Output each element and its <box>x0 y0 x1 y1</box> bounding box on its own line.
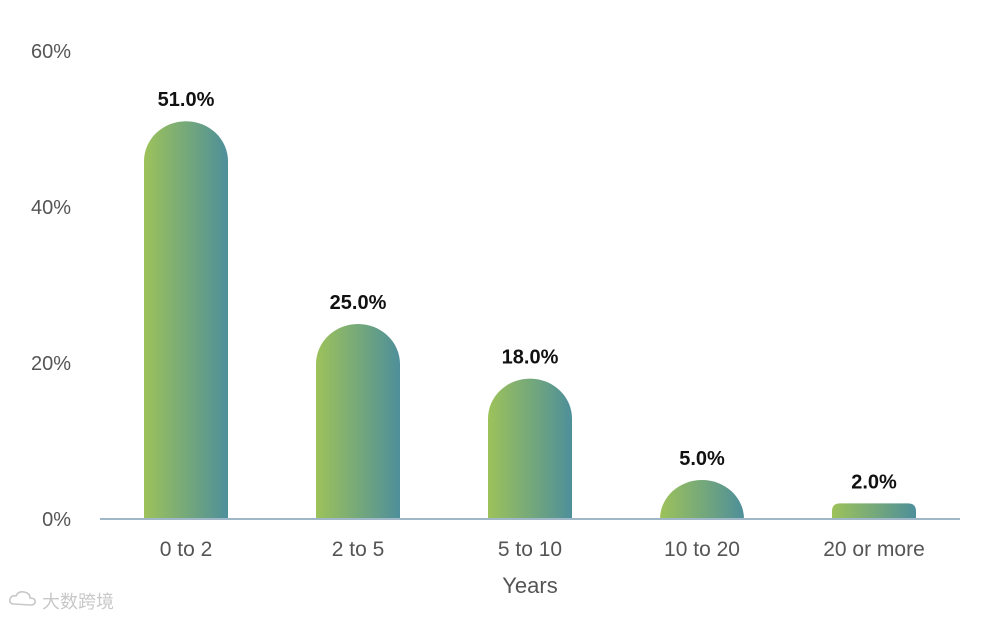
data-label: 18.0% <box>502 347 559 369</box>
data-labels-group: 51.0% 25.0% 18.0% 5.0% 2.0% <box>158 89 897 493</box>
data-label: 5.0% <box>679 448 725 470</box>
watermark: 大数跨境 <box>8 588 114 614</box>
bar <box>660 480 744 519</box>
bar <box>144 121 228 519</box>
x-axis-title: Years <box>502 573 557 598</box>
data-label: 25.0% <box>330 292 387 314</box>
watermark-text: 大数跨境 <box>42 592 114 613</box>
bar <box>832 503 916 519</box>
bars-group <box>144 121 916 519</box>
y-tick-label: 20% <box>31 353 71 375</box>
y-tick-label: 40% <box>31 197 71 219</box>
cloud-logo-icon <box>8 590 38 613</box>
x-category-label: 10 to 20 <box>664 538 740 561</box>
x-category-label: 0 to 2 <box>160 538 213 561</box>
x-category-label: 20 or more <box>823 538 925 561</box>
y-tick-label: 0% <box>42 509 71 531</box>
y-axis-ticks: 0% 20% 40% 60% <box>31 41 71 531</box>
data-label: 51.0% <box>158 89 215 111</box>
y-tick-label: 60% <box>31 41 71 63</box>
x-category-label: 5 to 10 <box>498 538 562 561</box>
x-category-label: 2 to 5 <box>332 538 385 561</box>
x-axis-categories: 0 to 2 2 to 5 5 to 10 10 to 20 20 or more <box>160 538 925 561</box>
bar <box>488 378 572 519</box>
bar <box>316 324 400 519</box>
data-label: 2.0% <box>851 471 897 493</box>
